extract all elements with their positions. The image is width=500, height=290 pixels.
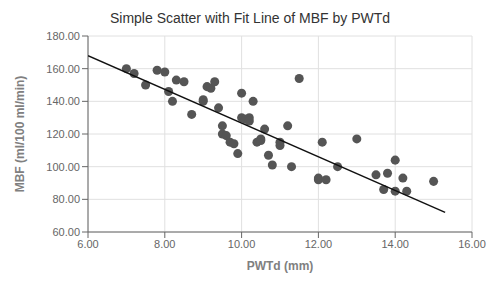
svg-text:PWTd (mm): PWTd (mm) (247, 259, 314, 273)
svg-text:160.00: 160.00 (46, 63, 80, 75)
svg-text:12.00: 12.00 (305, 238, 333, 250)
svg-text:180.00: 180.00 (46, 30, 80, 42)
svg-text:8.00: 8.00 (154, 238, 175, 250)
svg-text:140.00: 140.00 (46, 95, 80, 107)
svg-text:16.00: 16.00 (458, 238, 486, 250)
svg-text:6.00: 6.00 (77, 238, 98, 250)
svg-text:60.00: 60.00 (52, 226, 80, 238)
svg-text:10.00: 10.00 (228, 238, 256, 250)
svg-text:MBF (ml/100 ml/min): MBF (ml/100 ml/min) (13, 76, 27, 193)
svg-text:120.00: 120.00 (46, 128, 80, 140)
svg-text:80.00: 80.00 (52, 193, 80, 205)
svg-text:100.00: 100.00 (46, 161, 80, 173)
html-text:Simple Scatter with Fit Line o: Simple Scatter with Fit Line of MBF by P… (110, 10, 390, 26)
svg-text:14.00: 14.00 (381, 238, 409, 250)
